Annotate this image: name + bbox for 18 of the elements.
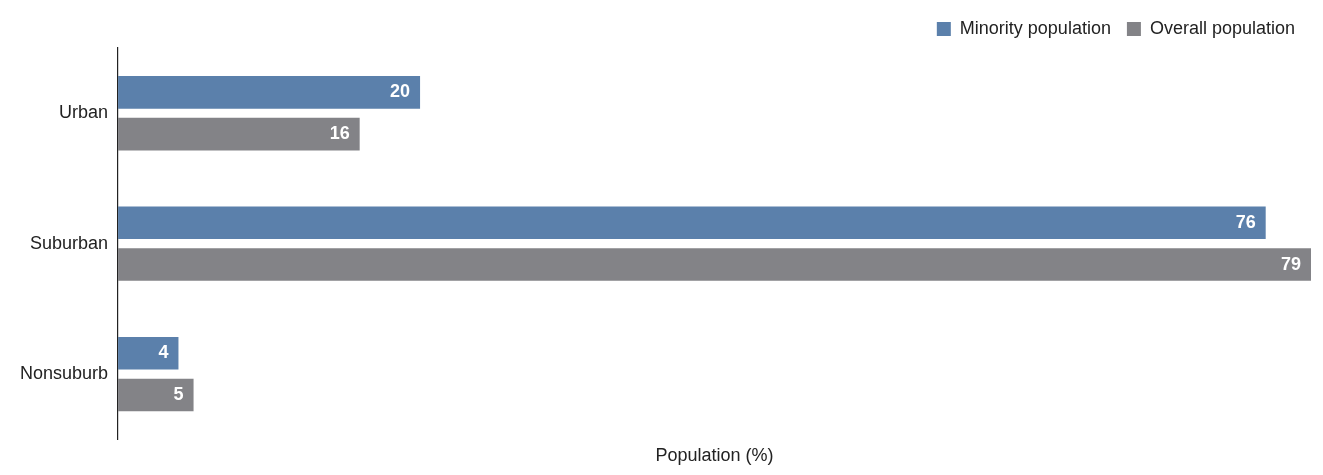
bar [118,337,179,370]
x-axis-title: Population (%) [655,445,774,466]
y-tick-label: Suburban [29,232,109,253]
bar [118,117,360,151]
bar [118,248,1311,281]
bar [118,76,421,109]
data-label: 5 [173,384,184,405]
bar [118,378,194,412]
data-label: 79 [1280,253,1301,274]
data-label: 16 [329,123,350,144]
data-label: 20 [390,81,411,102]
legend-label: Overall population [1149,17,1295,38]
data-label: 76 [1235,211,1256,232]
bar [118,206,1266,240]
y-tick-label: Urban [59,102,109,123]
data-label: 4 [158,342,169,363]
y-tick-label: Nonsuburb [20,363,109,384]
legend-label: Minority population [959,17,1111,38]
